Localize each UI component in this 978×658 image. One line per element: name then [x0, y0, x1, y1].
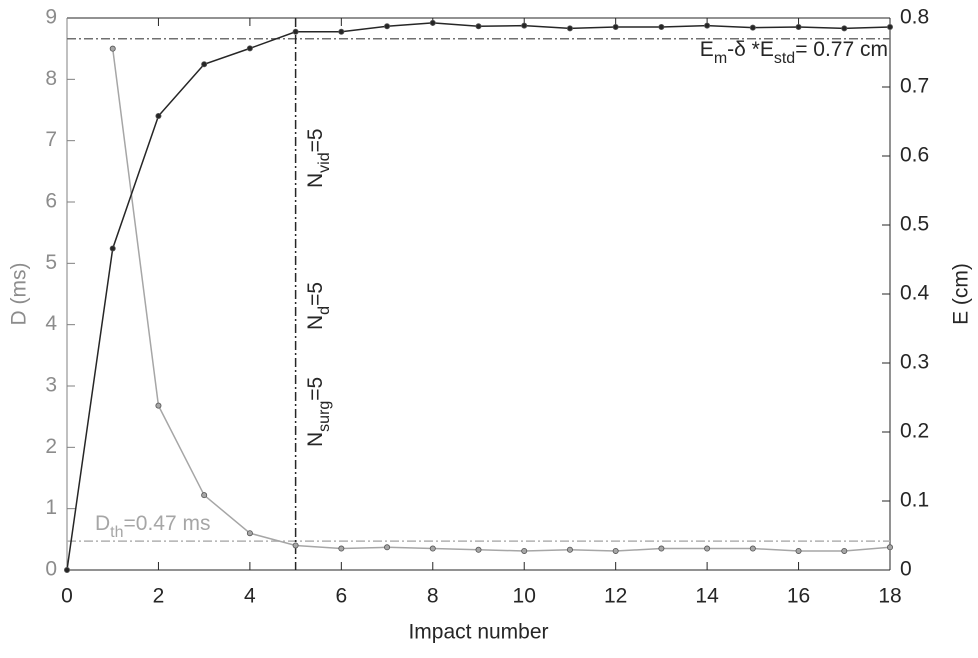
annotation: Em-δ *Estd= 0.77 cm [700, 38, 888, 67]
data-point [841, 547, 848, 554]
data-point [155, 112, 162, 119]
x-tick-label: 0 [61, 585, 73, 608]
data-point [658, 23, 665, 30]
annotation-part: E [700, 38, 714, 61]
x-tick-label: 10 [513, 585, 536, 608]
data-point [566, 25, 573, 32]
data-point [475, 23, 482, 30]
y2-tick-label: 0.7 [900, 75, 929, 98]
data-point [292, 28, 299, 35]
y-tick-label: 5 [45, 251, 57, 274]
y-tick-label: 8 [45, 67, 57, 90]
data-point [246, 45, 253, 52]
data-point [795, 547, 802, 554]
y2-tick-label: 0.3 [900, 351, 929, 374]
data-point [749, 545, 756, 552]
y-tick-label: 0 [45, 558, 57, 581]
annotation-part: N [304, 315, 327, 330]
data-point [612, 23, 619, 30]
annotation-part: N [304, 173, 327, 188]
annotation-part: =5 [304, 377, 327, 401]
y2-tick-label: 0 [900, 558, 912, 581]
y-tick-label: 9 [45, 6, 57, 29]
data-point [155, 402, 162, 409]
annotation: Nd=5 [304, 282, 333, 330]
annotation-part: surg [316, 401, 333, 432]
data-point [109, 45, 116, 52]
y2-tick-label: 0.4 [900, 282, 930, 305]
x-tick-label: 6 [335, 585, 347, 608]
data-point [201, 61, 208, 68]
y2-tick-label: 0.6 [900, 144, 929, 167]
annotation: Dth=0.47 ms [95, 512, 210, 541]
data-point [338, 545, 345, 552]
annotation-part: th [110, 524, 123, 541]
annotation-part: =0.47 ms [124, 512, 211, 535]
y2-tick-label: 0.1 [900, 489, 929, 512]
y2-tick-label: 0.5 [900, 213, 929, 236]
y-tick-label: 4 [45, 312, 57, 335]
data-point [338, 28, 345, 35]
annotation-part: N [304, 432, 327, 447]
data-point [384, 544, 391, 551]
data-point [566, 546, 573, 553]
series-line [66, 22, 891, 571]
x-axis-title: Impact number [408, 621, 548, 644]
x-tick-label: 16 [787, 585, 810, 608]
data-point [475, 546, 482, 553]
y2-tick-label: 0.8 [900, 6, 929, 29]
annotation: Nvid=5 [304, 128, 333, 188]
series-line [111, 48, 891, 552]
data-point [612, 547, 619, 554]
y-tick-label: 6 [45, 190, 57, 213]
annotation-part: m [714, 50, 727, 67]
data-point [109, 245, 116, 252]
data-point [292, 542, 299, 549]
data-point [658, 545, 665, 552]
x-tick-label: 14 [695, 585, 719, 608]
data-point [704, 22, 711, 29]
annotation: Nsurg=5 [304, 377, 333, 447]
x-tick-label: 18 [878, 585, 901, 608]
data-point [64, 567, 71, 574]
annotation-part: d [316, 306, 333, 315]
x-tick-label: 8 [427, 585, 439, 608]
data-point [887, 544, 894, 551]
data-point [521, 22, 528, 29]
data-point [887, 23, 894, 30]
data-point [704, 545, 711, 552]
x-tick-label: 12 [604, 585, 627, 608]
annotation-part: std [774, 50, 795, 67]
data-point [841, 25, 848, 32]
y-axis-title: D (ms) [8, 263, 31, 326]
y2-axis-title: E (cm) [950, 263, 973, 325]
y2-tick-label: 0.2 [900, 420, 929, 443]
y-tick-label: 7 [45, 128, 57, 151]
y-tick-label: 3 [45, 374, 57, 397]
y-tick-label: 1 [45, 496, 57, 519]
annotation-part: =5 [304, 128, 327, 152]
data-point [749, 24, 756, 31]
annotation-part: =5 [304, 282, 327, 306]
data-point [429, 545, 436, 552]
data-point [429, 19, 436, 26]
annotation-part: -δ *E [727, 38, 774, 61]
data-point [384, 23, 391, 30]
data-point [521, 547, 528, 554]
y-tick-label: 2 [45, 435, 57, 458]
annotation-part: vid [316, 152, 333, 172]
annotation-part: = 0.77 cm [795, 38, 888, 61]
data-point [246, 530, 253, 537]
x-tick-label: 2 [153, 585, 165, 608]
annotation-part: D [95, 512, 110, 535]
data-point [201, 492, 208, 499]
data-point [795, 23, 802, 30]
x-tick-label: 4 [244, 585, 256, 608]
